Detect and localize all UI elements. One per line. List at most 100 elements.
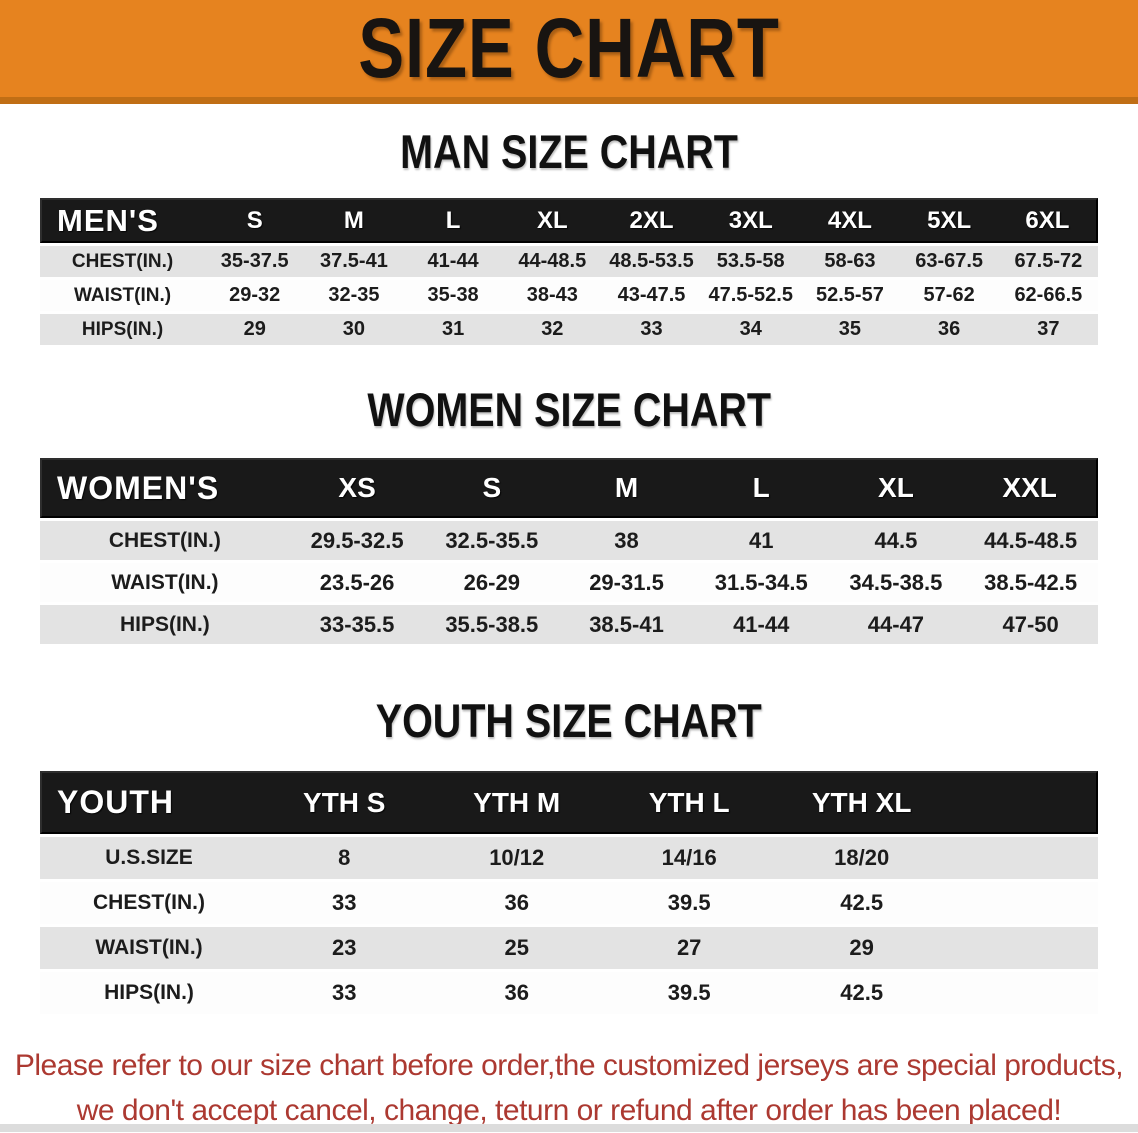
size-value-cell: 47-50 bbox=[1002, 611, 1059, 637]
size-value-cell: 44-48.5 bbox=[518, 250, 587, 272]
youth-size-table: YOUTH YTH S YTH M YTH L YTH XL U.S.SIZE 8 10/12… bbox=[40, 768, 1098, 1017]
size-value-cell: 35.5-38.5 bbox=[445, 611, 539, 637]
size-value-cell: 33 bbox=[640, 318, 663, 340]
size-value-cell: 38-43 bbox=[526, 284, 578, 306]
size-column-header: M bbox=[304, 198, 404, 243]
size-value-cell: 42.5 bbox=[840, 890, 884, 915]
table-row: CHEST(IN.) 35-37.5 37.5-41 41-44 44-48.5 48.5… bbox=[40, 246, 1098, 277]
size-value-cell: 44.5-48.5 bbox=[984, 527, 1078, 553]
size-value-cell: 43-47.5 bbox=[617, 284, 686, 306]
size-column-header: 2XL bbox=[601, 198, 702, 243]
table-corner-label: MEN'S bbox=[40, 198, 206, 243]
size-value-cell: 37 bbox=[1037, 318, 1060, 340]
size-value-cell: 32.5-35.5 bbox=[445, 527, 539, 553]
size-value-cell: 26-29 bbox=[463, 569, 520, 595]
men-section-title: MAN SIZE CHART bbox=[0, 104, 1138, 195]
size-value-cell: 18/20 bbox=[834, 845, 890, 870]
size-value-cell: 29-31.5 bbox=[589, 569, 664, 595]
table-corner-label: WOMEN'S bbox=[40, 458, 290, 518]
size-value-cell: 38.5-41 bbox=[589, 611, 664, 637]
header-row: WOMEN'S XS S M L XL XXL bbox=[40, 458, 1098, 518]
size-value-cell: 36 bbox=[504, 980, 529, 1005]
size-value-cell: 41-44 bbox=[427, 250, 479, 272]
section-women: WOMEN SIZE CHART WOMEN'S XS S M L XL XXL CHEST(… bbox=[0, 348, 1138, 647]
men-size-table: MEN'S S M L XL 2XL 3XL 4XL 5XL 6XL CHEST(IN.) 35-37… bbox=[40, 195, 1098, 348]
table-corner-label: YOUTH bbox=[40, 771, 259, 834]
size-column-header: YTH XL bbox=[775, 771, 948, 834]
size-value-cell: 32-35 bbox=[328, 284, 380, 306]
section-men: MAN SIZE CHART MEN'S S M L XL 2XL 3XL 4XL 5XL 6XL… bbox=[0, 104, 1138, 348]
disclaimer-line-2: we don't accept cancel, change, teturn o… bbox=[76, 1094, 1062, 1127]
size-value-cell: 34 bbox=[739, 318, 762, 340]
size-column-header: YTH S bbox=[258, 771, 431, 834]
size-column-header: XL bbox=[828, 458, 964, 518]
row-label: WAIST(IN.) bbox=[95, 936, 203, 959]
size-value-cell: 31 bbox=[441, 318, 465, 340]
row-label: CHEST(IN.) bbox=[71, 250, 174, 272]
disclaimer-line-1: Please refer to our size chart before or… bbox=[14, 1049, 1124, 1082]
size-value-cell: 35 bbox=[838, 318, 862, 340]
size-value-cell: 38 bbox=[614, 527, 639, 553]
size-value-cell: 27 bbox=[676, 935, 702, 960]
size-column-header: 4XL bbox=[800, 198, 900, 243]
size-value-cell: 39.5 bbox=[667, 890, 711, 915]
youth-section-title: YOUTH SIZE CHART bbox=[0, 647, 1138, 768]
size-column-header: XS bbox=[289, 458, 425, 518]
disclaimer: Please refer to our size chart before or… bbox=[0, 1043, 1138, 1133]
header-row: YOUTH YTH S YTH M YTH L YTH XL bbox=[40, 771, 1098, 834]
size-value-cell: 34.5-38.5 bbox=[849, 569, 943, 595]
table-row: HIPS(IN.) 29 30 31 32 33 34 35 36 37 bbox=[40, 314, 1098, 345]
table-row: WAIST(IN.) 23 25 27 29 bbox=[40, 927, 1098, 969]
size-value-cell: 39.5 bbox=[667, 980, 711, 1005]
size-column-header: L bbox=[403, 198, 503, 243]
size-value-cell: 42.5 bbox=[840, 980, 884, 1005]
women-section-title-text: WOMEN SIZE CHART bbox=[367, 383, 771, 436]
header-row: MEN'S S M L XL 2XL 3XL 4XL 5XL 6XL bbox=[40, 198, 1098, 243]
size-value-cell: 8 bbox=[338, 845, 351, 870]
size-value-cell: 14/16 bbox=[661, 845, 717, 870]
size-value-cell: 33 bbox=[332, 890, 357, 915]
size-value-cell: 44.5 bbox=[874, 527, 918, 553]
banner: SIZE CHART bbox=[0, 0, 1138, 104]
section-youth: YOUTH SIZE CHART YOUTH YTH S YTH M YTH L YTH… bbox=[0, 647, 1138, 1017]
size-value-cell: 29.5-32.5 bbox=[310, 527, 404, 553]
table-row: U.S.SIZE 8 10/12 14/16 18/20 bbox=[40, 837, 1098, 879]
size-value-cell: 32 bbox=[541, 318, 564, 340]
size-value-cell: 63-67.5 bbox=[915, 250, 984, 272]
size-value-cell: 41 bbox=[748, 527, 774, 553]
size-value-cell: 33-35.5 bbox=[319, 611, 395, 637]
size-value-cell: 35-37.5 bbox=[220, 250, 289, 272]
page-title: SIZE CHART bbox=[358, 1, 780, 95]
row-label: HIPS(IN.) bbox=[81, 318, 164, 340]
size-column-header: XL bbox=[502, 198, 602, 243]
size-value-cell: 25 bbox=[504, 935, 529, 960]
size-value-cell: 47.5-52.5 bbox=[708, 284, 793, 306]
size-value-cell: 38.5-42.5 bbox=[984, 569, 1078, 595]
size-column-header: XXL bbox=[963, 458, 1098, 518]
size-value-cell: 29-32 bbox=[229, 284, 281, 306]
size-value-cell: 33 bbox=[332, 980, 357, 1005]
size-value-cell: 57-62 bbox=[923, 284, 975, 306]
row-label: HIPS(IN.) bbox=[119, 612, 210, 636]
table-row: HIPS(IN.) 33-35.5 35.5-38.5 38.5-41 41-44 44-… bbox=[40, 605, 1098, 644]
size-column-header: L bbox=[693, 458, 829, 518]
size-column-header: S bbox=[424, 458, 560, 518]
men-section-title-text: MAN SIZE CHART bbox=[400, 125, 738, 178]
row-label: WAIST(IN.) bbox=[74, 284, 172, 306]
size-value-cell: 30 bbox=[342, 318, 366, 340]
size-column-header: M bbox=[559, 458, 694, 518]
youth-section-title-text: YOUTH SIZE CHART bbox=[375, 694, 763, 747]
size-value-cell: 52.5-57 bbox=[816, 284, 884, 306]
size-value-cell: 53.5-58 bbox=[716, 250, 785, 272]
size-column-header: 5XL bbox=[899, 198, 999, 243]
row-label: CHEST(IN.) bbox=[93, 891, 205, 914]
filler-cell bbox=[947, 771, 1098, 834]
size-value-cell: 29 bbox=[243, 318, 266, 340]
filler-cell bbox=[948, 837, 1098, 879]
table-row: CHEST(IN.) 33 36 39.5 42.5 bbox=[40, 882, 1098, 924]
size-value-cell: 48.5-53.5 bbox=[609, 250, 694, 272]
row-label: HIPS(IN.) bbox=[104, 981, 194, 1004]
row-label: CHEST(IN.) bbox=[108, 528, 221, 552]
table-row: WAIST(IN.) 29-32 32-35 35-38 38-43 43-47.5 47.… bbox=[40, 280, 1098, 311]
